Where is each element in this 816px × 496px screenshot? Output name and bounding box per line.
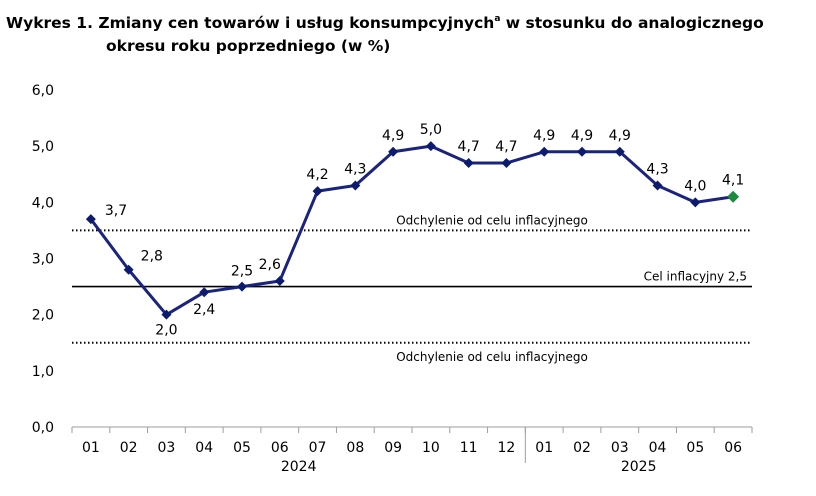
x-tick-label: 03: [158, 440, 176, 456]
data-label: 3,7: [105, 203, 127, 219]
data-label: 5,0: [420, 122, 442, 138]
data-point-marker: [312, 186, 323, 197]
data-point-marker: [501, 158, 512, 169]
latest-point-marker: [727, 190, 740, 203]
data-label: 4,9: [571, 128, 593, 144]
data-label: 2,0: [155, 323, 177, 339]
x-tick-label: 06: [724, 440, 742, 456]
x-tick-label: 05: [233, 440, 251, 456]
y-tick-label: 6,0: [32, 83, 54, 99]
data-label: 4,7: [458, 139, 480, 155]
x-tick-label: 02: [120, 440, 138, 456]
chart-title-suffix: w stosunku do analogicznego: [500, 14, 764, 32]
data-point-marker: [85, 214, 96, 225]
data-point-marker: [123, 264, 134, 275]
data-label: 2,4: [193, 302, 215, 318]
data-label: 2,8: [141, 249, 163, 265]
chart-title-prefix: Wykres 1. Zmiany cen towarów i usług kon…: [6, 14, 495, 32]
data-label: 4,3: [646, 161, 668, 177]
chart-title: Wykres 1. Zmiany cen towarów i usług kon…: [6, 8, 806, 58]
deviation-band-label: Odchylenie od celu inflacyjnego: [396, 350, 588, 364]
data-label: 2,5: [231, 264, 253, 280]
data-label: 4,2: [306, 167, 328, 183]
x-tick-label: 01: [535, 440, 553, 456]
series-line: [89, 144, 734, 317]
data-point-marker: [652, 180, 663, 191]
data-point-marker: [690, 197, 701, 208]
y-tick-label: 5,0: [32, 139, 54, 155]
deviation-band-label: Odchylenie od celu inflacyjnego: [396, 213, 588, 227]
x-year-label: 2024: [281, 459, 317, 475]
data-point-marker: [161, 309, 172, 320]
x-tick-label: 07: [309, 440, 327, 456]
x-tick-label: 02: [573, 440, 591, 456]
x-tick-label: 08: [346, 440, 364, 456]
data-point-marker: [614, 146, 625, 157]
reference-lines: Odchylenie od celu inflacyjnego Cel infla…: [72, 213, 752, 364]
data-point-marker: [388, 146, 399, 157]
data-label: 4,9: [533, 128, 555, 144]
chart-title-footnote-marker: a: [494, 14, 501, 24]
data-label: 4,9: [382, 128, 404, 144]
y-tick-label: 3,0: [32, 252, 54, 268]
data-point-marker: [425, 141, 436, 152]
data-label: 4,1: [722, 173, 744, 189]
x-tick-label: 09: [384, 440, 402, 456]
x-tick-label: 12: [498, 440, 516, 456]
axes: 0,0 1,0 2,0 3,0 4,0 5,0 6,0 01 02 03 04 05 06 07 08 09 1…: [32, 83, 753, 475]
series-layer: [85, 141, 740, 320]
data-label: 2,6: [259, 257, 281, 273]
x-tick-label: 10: [422, 440, 440, 456]
data-point-marker: [463, 158, 474, 169]
data-label: 4,9: [609, 128, 631, 144]
data-point-marker: [237, 281, 247, 292]
x-tick-label: 11: [460, 440, 478, 456]
y-tick-label: 4,0: [32, 195, 54, 211]
data-labels: 3,7 2,8 2,0 2,4 2,5 2,6 4,2 4,3 4,9 5,0 4,7 4,7 4,9 4…: [105, 122, 744, 338]
data-label: 4,0: [684, 178, 706, 194]
data-point-marker: [274, 275, 285, 286]
x-tick-label: 05: [686, 440, 704, 456]
data-label: 4,3: [344, 161, 366, 177]
x-tick-label: 06: [271, 440, 289, 456]
x-tick-label: 01: [82, 440, 100, 456]
data-point-marker: [577, 146, 587, 157]
target-line-label: Cel inflacyjny 2,5: [644, 270, 747, 284]
y-tick-label: 1,0: [32, 364, 54, 380]
x-tick-label: 04: [195, 440, 213, 456]
data-point-marker: [539, 146, 550, 157]
chart-title-line2: okresu roku poprzedniego (w %): [106, 37, 391, 55]
data-point-marker: [350, 180, 361, 191]
y-tick-label: 2,0: [32, 308, 54, 324]
data-point-marker: [199, 287, 210, 298]
data-label: 4,7: [495, 139, 517, 155]
x-tick-label: 04: [649, 440, 667, 456]
x-tick-label: 03: [611, 440, 629, 456]
y-tick-label: 0,0: [32, 420, 54, 436]
x-year-label: 2025: [621, 459, 657, 475]
